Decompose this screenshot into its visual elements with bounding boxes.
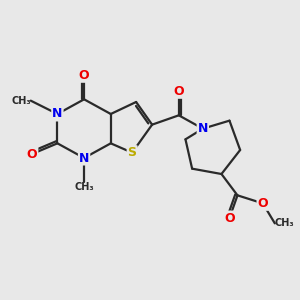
- Text: CH₃: CH₃: [74, 182, 94, 192]
- Text: O: O: [224, 212, 235, 224]
- Text: CH₃: CH₃: [275, 218, 295, 228]
- Text: O: O: [257, 197, 268, 210]
- Text: O: O: [27, 148, 38, 160]
- Text: N: N: [198, 122, 208, 135]
- Text: N: N: [52, 107, 63, 121]
- Text: O: O: [79, 69, 89, 82]
- Text: CH₃: CH₃: [11, 96, 31, 106]
- Text: O: O: [173, 85, 184, 98]
- Text: S: S: [128, 146, 136, 159]
- Text: N: N: [79, 152, 89, 164]
